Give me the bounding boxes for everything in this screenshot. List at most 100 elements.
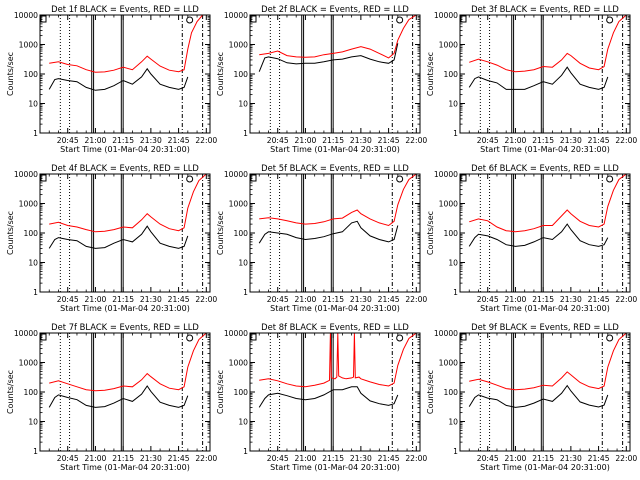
saa-symbol xyxy=(186,334,194,342)
x-axis-label: Start Time (01-Mar-04 20:31:00) xyxy=(270,304,400,313)
y-tick-label: 100 xyxy=(24,70,39,79)
y-tick-label: 1000 xyxy=(439,359,458,368)
x-tick-label: 21:15 xyxy=(322,454,344,463)
y-tick-label: 1 xyxy=(33,447,38,456)
y-tick-label: 1000 xyxy=(229,359,248,368)
corner-flag xyxy=(250,174,257,182)
y-tick-label: 10000 xyxy=(14,170,38,179)
y-tick-label: 1 xyxy=(33,288,38,297)
x-tick-label: 21:30 xyxy=(560,295,582,304)
x-tick-label: 20:45 xyxy=(477,454,499,463)
x-tick-label: 22:00 xyxy=(405,454,427,463)
chart-panel-6: 1 10 100 1000 10000 20:45 21:00 21:15 21:30 21:45… xyxy=(426,163,637,313)
y-tick-label: 1 xyxy=(243,288,248,297)
x-tick-label: 21:45 xyxy=(168,454,190,463)
saa-symbol xyxy=(186,16,194,24)
x-tick-label: 21:00 xyxy=(504,454,526,463)
x-tick-label: 21:30 xyxy=(350,454,372,463)
x-tick-label: 22:00 xyxy=(615,454,637,463)
saa-symbol xyxy=(186,175,194,183)
y-tick-label: 1000 xyxy=(19,41,38,50)
x-tick-label: 21:00 xyxy=(294,454,316,463)
lld-rate-line xyxy=(49,333,207,392)
x-tick-label: 21:45 xyxy=(588,136,610,145)
x-axis-label: Start Time (01-Mar-04 20:31:00) xyxy=(60,145,190,154)
events-rate-line xyxy=(48,67,189,91)
events-rate-line xyxy=(468,223,609,247)
y-tick-label: 1 xyxy=(453,447,458,456)
events-rate-line xyxy=(468,66,609,90)
y-tick-label: 100 xyxy=(444,229,459,238)
x-tick-label: 21:00 xyxy=(294,295,316,304)
x-tick-label: 21:00 xyxy=(84,136,106,145)
events-rate-line xyxy=(48,225,189,249)
y-axis-label: Counts/sec xyxy=(6,211,15,255)
y-tick-label: 10 xyxy=(238,259,248,268)
x-tick-label: 21:15 xyxy=(322,136,344,145)
x-tick-label: 21:30 xyxy=(560,136,582,145)
y-tick-label: 1 xyxy=(33,129,38,138)
y-axis-label: Counts/sec xyxy=(426,370,435,414)
chart-panel-7: 1 10 100 1000 10000 20:45 21:00 21:15 21:30 21:45… xyxy=(6,322,217,472)
x-tick-label: 21:30 xyxy=(140,454,162,463)
y-tick-label: 10000 xyxy=(434,329,458,338)
y-tick-label: 10000 xyxy=(224,11,248,20)
x-tick-label: 21:00 xyxy=(504,295,526,304)
x-tick-label: 21:00 xyxy=(294,136,316,145)
x-tick-label: 21:45 xyxy=(378,136,400,145)
x-tick-label: 21:30 xyxy=(560,454,582,463)
x-tick-label: 20:45 xyxy=(477,295,499,304)
x-tick-label: 21:15 xyxy=(532,295,554,304)
chart-panel-9: 1 10 100 1000 10000 20:45 21:00 21:15 21:30 21:45… xyxy=(426,322,637,472)
x-axis-label: Start Time (01-Mar-04 20:31:00) xyxy=(60,463,190,472)
chart-panel-8: 1 10 100 1000 10000 20:45 21:00 21:15 21:30 21:45… xyxy=(216,322,427,472)
events-rate-line xyxy=(258,43,399,72)
x-tick-label: 21:15 xyxy=(532,454,554,463)
y-tick-label: 1 xyxy=(243,129,248,138)
y-axis-label: Counts/sec xyxy=(6,370,15,414)
x-axis-label: Start Time (01-Mar-04 20:31:00) xyxy=(480,304,610,313)
y-axis-label: Counts/sec xyxy=(6,52,15,96)
chart-title: Det 7f BLACK = Events, RED = LLD xyxy=(51,322,199,332)
x-tick-label: 21:00 xyxy=(84,295,106,304)
x-tick-label: 21:30 xyxy=(140,295,162,304)
y-axis-label: Counts/sec xyxy=(216,211,225,255)
y-tick-label: 1 xyxy=(453,288,458,297)
y-tick-label: 100 xyxy=(444,388,459,397)
saa-symbol xyxy=(396,16,404,24)
x-tick-label: 20:45 xyxy=(267,454,289,463)
lld-rate-line xyxy=(49,174,207,233)
x-tick-label: 20:45 xyxy=(57,295,79,304)
corner-flag xyxy=(460,333,467,341)
y-tick-label: 100 xyxy=(24,229,39,238)
events-rate-line xyxy=(48,385,189,408)
y-tick-label: 1 xyxy=(453,129,458,138)
chart-title: Det 6f BLACK = Events, RED = LLD xyxy=(471,163,619,173)
x-tick-label: 21:30 xyxy=(350,295,372,304)
x-tick-label: 22:00 xyxy=(195,295,217,304)
y-tick-label: 100 xyxy=(444,70,459,79)
x-tick-label: 21:15 xyxy=(322,295,344,304)
x-tick-label: 21:15 xyxy=(532,136,554,145)
chart-panel-4: 1 10 100 1000 10000 20:45 21:00 21:15 21:30 21:45… xyxy=(6,163,217,313)
y-tick-label: 10 xyxy=(238,100,248,109)
x-tick-label: 21:00 xyxy=(504,136,526,145)
x-tick-label: 21:30 xyxy=(350,136,372,145)
y-axis-label: Counts/sec xyxy=(426,52,435,96)
lld-rate-line xyxy=(259,333,417,388)
x-tick-label: 22:00 xyxy=(195,136,217,145)
y-axis-label: Counts/sec xyxy=(216,52,225,96)
corner-flag xyxy=(40,174,47,182)
y-tick-label: 100 xyxy=(234,388,249,397)
x-axis-label: Start Time (01-Mar-04 20:31:00) xyxy=(480,463,610,472)
y-tick-label: 1000 xyxy=(229,200,248,209)
y-tick-label: 100 xyxy=(234,229,249,238)
y-axis-label: Counts/sec xyxy=(426,211,435,255)
corner-flag xyxy=(460,174,467,182)
chart-panel-1: 1 10 100 1000 10000 20:45 21:00 21:15 21:30 21:45… xyxy=(6,4,217,154)
events-rate-line xyxy=(258,220,399,244)
y-tick-label: 10 xyxy=(28,100,38,109)
y-tick-label: 10000 xyxy=(224,329,248,338)
chart-title: Det 2f BLACK = Events, RED = LLD xyxy=(261,4,409,14)
